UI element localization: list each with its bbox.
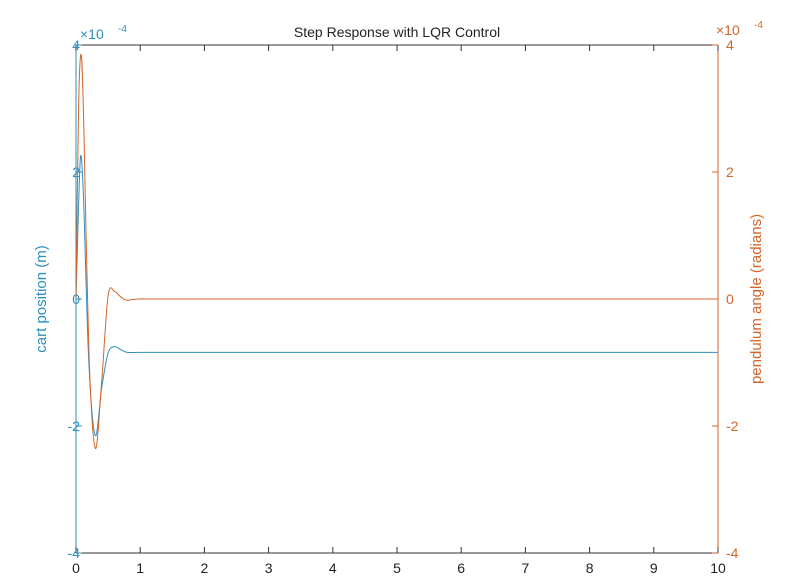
right-axis-tick-label: -4 (726, 545, 739, 561)
x-tick-label: 9 (650, 560, 658, 576)
right-axis-tick-label: 4 (726, 37, 734, 53)
series-line (75, 154, 718, 437)
x-tick-label: 0 (72, 560, 80, 576)
right-axis-tick-label: 2 (726, 164, 734, 180)
x-tick-label: 3 (265, 560, 273, 576)
x-tick-label: 1 (136, 560, 144, 576)
right-axis-tick-label: -2 (726, 418, 739, 434)
svg-text:-4: -4 (754, 20, 763, 31)
series-line (75, 54, 718, 449)
x-tick-label: 4 (329, 560, 337, 576)
chart-title: Step Response with LQR Control (294, 24, 500, 40)
x-tick-label: 5 (393, 560, 401, 576)
x-tick-label: 2 (201, 560, 209, 576)
left-axis-tick-label: 2 (72, 164, 80, 180)
left-exponent: ×10 (80, 26, 104, 42)
right-y-label: pendulum angle (radians) (748, 214, 765, 384)
right-axis-tick-label: 0 (726, 291, 734, 307)
left-y-label: cart position (m) (33, 245, 50, 353)
right-exponent: ×10 (716, 22, 740, 38)
left-axis-tick-label: 4 (72, 37, 80, 53)
x-tick-label: 7 (522, 560, 530, 576)
x-tick-label: 8 (586, 560, 594, 576)
svg-text:-4: -4 (118, 24, 127, 35)
left-axis-tick-label: -2 (68, 418, 81, 434)
x-tick-label: 10 (710, 560, 726, 576)
left-axis-tick-label: -4 (68, 545, 81, 561)
x-tick-label: 6 (457, 560, 465, 576)
